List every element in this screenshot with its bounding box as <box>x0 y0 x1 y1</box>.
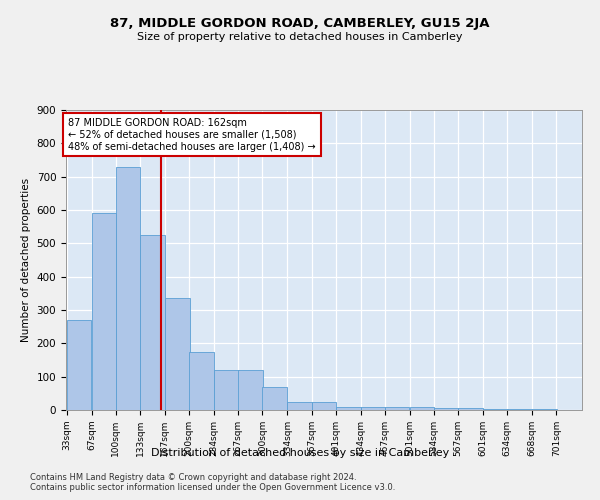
Bar <box>67 320 91 410</box>
Text: Contains HM Land Registry data © Crown copyright and database right 2024.: Contains HM Land Registry data © Crown c… <box>30 472 356 482</box>
Text: 87 MIDDLE GORDON ROAD: 162sqm
← 52% of detached houses are smaller (1,508)
48% o: 87 MIDDLE GORDON ROAD: 162sqm ← 52% of d… <box>68 118 316 152</box>
Bar <box>385 408 409 410</box>
Bar <box>361 406 385 410</box>
Bar <box>116 166 140 410</box>
Text: Distribution of detached houses by size in Camberley: Distribution of detached houses by size … <box>151 448 449 458</box>
Text: 87, MIDDLE GORDON ROAD, CAMBERLEY, GU15 2JA: 87, MIDDLE GORDON ROAD, CAMBERLEY, GU15 … <box>110 18 490 30</box>
Bar <box>189 352 214 410</box>
Bar <box>311 402 336 410</box>
Text: Contains public sector information licensed under the Open Government Licence v3: Contains public sector information licen… <box>30 484 395 492</box>
Bar <box>434 408 458 410</box>
Bar <box>287 402 312 410</box>
Bar <box>483 409 508 410</box>
Bar <box>165 298 190 410</box>
Bar <box>262 386 287 410</box>
Bar <box>214 370 239 410</box>
Bar <box>140 235 164 410</box>
Bar <box>337 406 361 410</box>
Bar <box>92 214 116 410</box>
Bar <box>507 409 532 410</box>
Y-axis label: Number of detached properties: Number of detached properties <box>21 178 31 342</box>
Bar <box>410 408 434 410</box>
Bar <box>532 409 557 410</box>
Bar <box>238 370 263 410</box>
Text: Size of property relative to detached houses in Camberley: Size of property relative to detached ho… <box>137 32 463 42</box>
Bar <box>458 408 482 410</box>
